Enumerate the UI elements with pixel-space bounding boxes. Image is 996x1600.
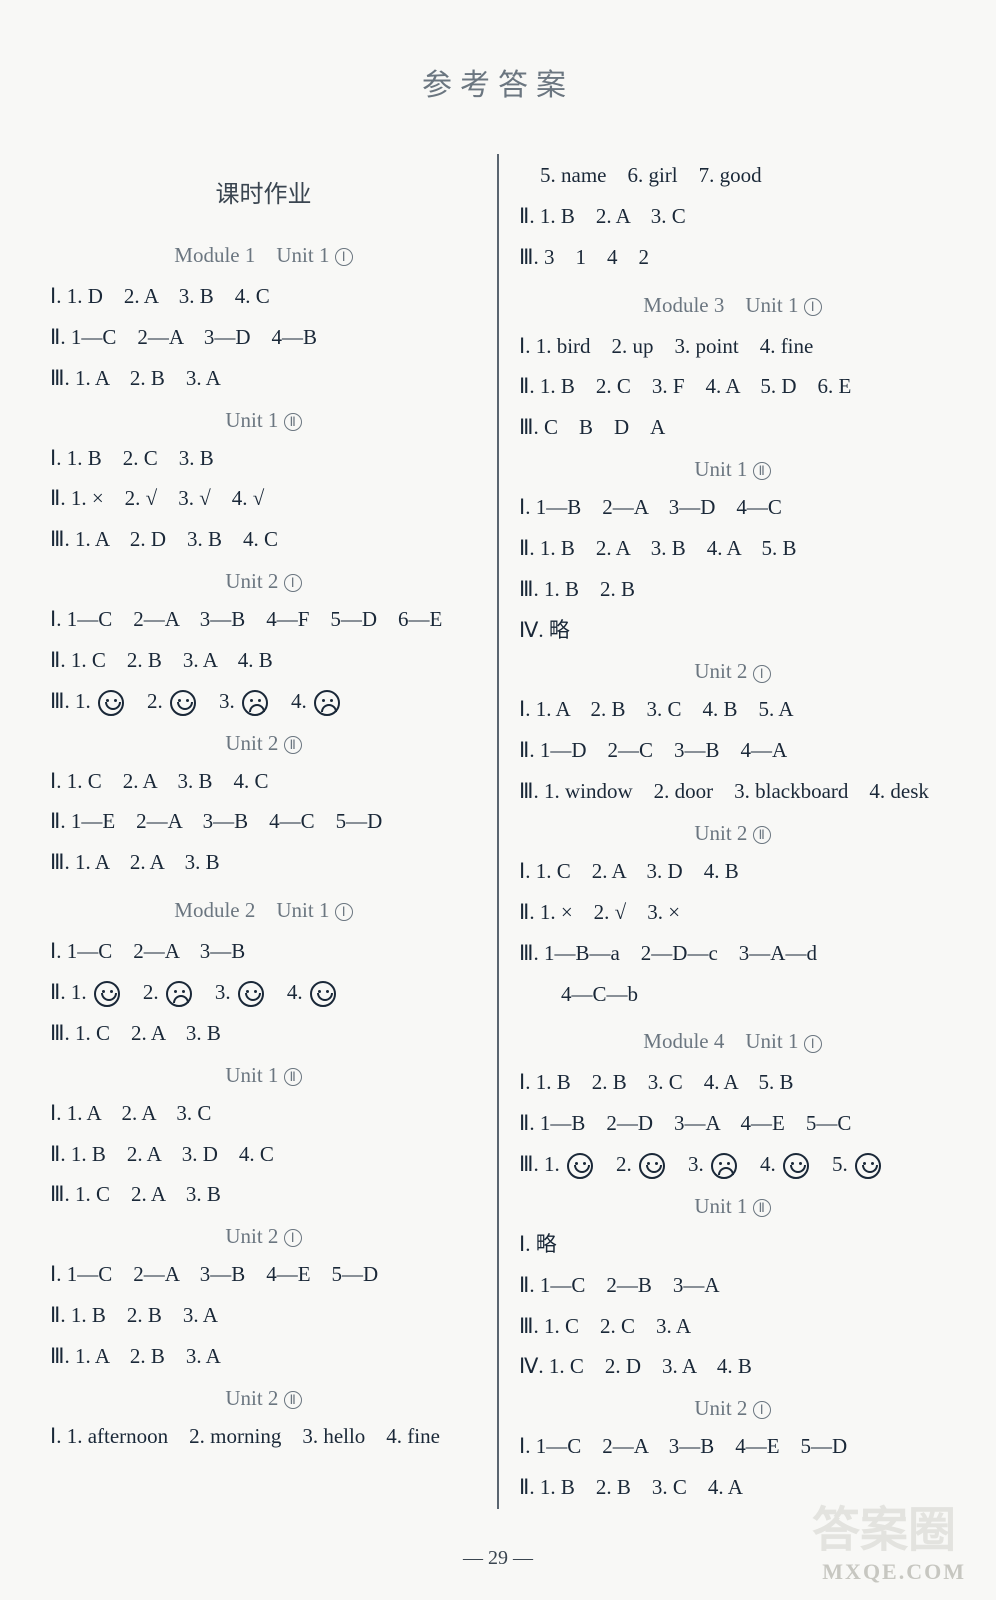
answer-line: Ⅰ. 1—C 2—A 3—B 4—E 5—D — [519, 1427, 946, 1466]
sad-face-icon — [166, 981, 192, 1007]
answer-line: Ⅰ. 1—B 2—A 3—D 4—C — [519, 488, 946, 527]
answer-line: Ⅰ. 1. B 2. B 3. C 4. A 5. B — [519, 1063, 946, 1102]
answer-line: Ⅲ. 1. window 2. door 3. blackboard 4. de… — [519, 772, 946, 811]
module-heading: Module 3 Unit 1 Ⅰ — [519, 289, 946, 319]
watermark-url: MXQE.COM — [822, 1559, 966, 1585]
answer-line: Ⅰ. 1—C 2—A 3—B — [50, 932, 477, 971]
answer-line: Ⅰ. 1. afternoon 2. morning 3. hello 4. f… — [50, 1417, 477, 1456]
smile-face-icon — [855, 1153, 881, 1179]
answer-line: Ⅲ. 1. C 2. C 3. A — [519, 1307, 946, 1346]
answer-line: Ⅲ. 1. A 2. B 3. A — [50, 1337, 477, 1376]
smile-face-icon — [238, 981, 264, 1007]
answer-line: Ⅰ. 1—C 2—A 3—B 4—F 5—D 6—E — [50, 600, 477, 639]
answer-line: Ⅰ. 1. D 2. A 3. B 4. C — [50, 277, 477, 316]
module-heading: Module 2 Unit 1 Ⅰ — [50, 894, 477, 924]
unit-heading: Unit 1 Ⅱ — [50, 1063, 477, 1088]
answer-line: Ⅱ. 1. B 2. B 3. C 4. A — [519, 1468, 946, 1507]
answer-line: Ⅱ. 1. B 2. A 3. C — [519, 197, 946, 236]
answer-line: Ⅲ. C B D A — [519, 408, 946, 447]
answer-line-faces: Ⅱ. 1. 2. 3. 4. — [50, 973, 477, 1012]
unit-heading: Unit 2 Ⅱ — [519, 821, 946, 846]
answer-line: Ⅱ. 1—D 2—C 3—B 4—A — [519, 731, 946, 770]
answer-line: Ⅲ. 1. C 2. A 3. B — [50, 1014, 477, 1053]
smile-face-icon — [783, 1153, 809, 1179]
section-heading: 课时作业 — [50, 174, 477, 209]
answer-line: Ⅱ. 1. B 2. A 3. D 4. C — [50, 1135, 477, 1174]
unit-heading: Unit 2 Ⅰ — [519, 659, 946, 684]
answer-line: Ⅰ. 1—C 2—A 3—B 4—E 5—D — [50, 1255, 477, 1294]
unit-heading: Unit 1 Ⅱ — [50, 408, 477, 433]
answer-line: Ⅲ. 1. A 2. A 3. B — [50, 843, 477, 882]
answer-line: Ⅳ. 略 — [519, 611, 946, 650]
answer-line-faces: Ⅲ. 1. 2. 3. 4. 5. — [519, 1145, 946, 1184]
answer-line: Ⅱ. 1—B 2—D 3—A 4—E 5—C — [519, 1104, 946, 1143]
unit-heading: Unit 2 Ⅱ — [50, 1386, 477, 1411]
answer-line: Ⅱ. 1—E 2—A 3—B 4—C 5—D — [50, 802, 477, 841]
unit-heading: Unit 1 Ⅱ — [519, 1194, 946, 1219]
answer-line: Ⅱ. 1. C 2. B 3. A 4. B — [50, 641, 477, 680]
unit-heading: Unit 2 Ⅰ — [50, 569, 477, 594]
answer-line: 5. name 6. girl 7. good — [519, 156, 946, 195]
answer-line: Ⅱ. 1. B 2. C 3. F 4. A 5. D 6. E — [519, 367, 946, 406]
module-heading: Module 4 Unit 1 Ⅰ — [519, 1025, 946, 1055]
smile-face-icon — [98, 690, 124, 716]
answer-line-faces: Ⅲ. 1. 2. 3. 4. — [50, 682, 477, 721]
answer-line: Ⅰ. 1. C 2. A 3. D 4. B — [519, 852, 946, 891]
answer-line: Ⅰ. 1. B 2. C 3. B — [50, 439, 477, 478]
answer-line: Ⅲ. 1. C 2. A 3. B — [50, 1175, 477, 1214]
unit-heading: Unit 2 Ⅱ — [50, 731, 477, 756]
unit-heading: Unit 2 Ⅰ — [519, 1396, 946, 1421]
answer-line: Ⅲ. 1. A 2. D 3. B 4. C — [50, 520, 477, 559]
sad-face-icon — [711, 1153, 737, 1179]
answer-line: Ⅰ. 略 — [519, 1225, 946, 1264]
page-number: — 29 — — [463, 1547, 533, 1570]
answer-line: 4—C—b — [519, 975, 946, 1014]
sad-face-icon — [242, 690, 268, 716]
answer-line: Ⅰ. 1. bird 2. up 3. point 4. fine — [519, 327, 946, 366]
smile-face-icon — [567, 1153, 593, 1179]
right-column: 5. name 6. girl 7. goodⅡ. 1. B 2. A 3. C… — [499, 154, 956, 1509]
smile-face-icon — [170, 690, 196, 716]
answer-line: Ⅲ. 1—B—a 2—D—c 3—A—d — [519, 934, 946, 973]
smile-face-icon — [94, 981, 120, 1007]
answer-line: Ⅱ. 1. × 2. √ 3. √ 4. √ — [50, 479, 477, 518]
left-column: 课时作业 Module 1 Unit 1 Ⅰ Ⅰ. 1. D 2. A 3. B … — [40, 154, 497, 1509]
answer-line: Ⅰ. 1. A 2. B 3. C 4. B 5. A — [519, 690, 946, 729]
answer-line: Ⅰ. 1. C 2. A 3. B 4. C — [50, 762, 477, 801]
answer-line: Ⅱ. 1. B 2. A 3. B 4. A 5. B — [519, 529, 946, 568]
sad-face-icon — [314, 690, 340, 716]
answer-line: Ⅱ. 1. × 2. √ 3. × — [519, 893, 946, 932]
answer-line: Ⅱ. 1. B 2. B 3. A — [50, 1296, 477, 1335]
answer-line: Ⅱ. 1—C 2—A 3—D 4—B — [50, 318, 477, 357]
content-columns: 课时作业 Module 1 Unit 1 Ⅰ Ⅰ. 1. D 2. A 3. B … — [40, 154, 956, 1509]
answer-line: Ⅱ. 1—C 2—B 3—A — [519, 1266, 946, 1305]
smile-face-icon — [310, 981, 336, 1007]
answer-line: Ⅲ. 1. A 2. B 3. A — [50, 359, 477, 398]
answer-line: Ⅳ. 1. C 2. D 3. A 4. B — [519, 1347, 946, 1386]
page-title: 参考答案 — [40, 60, 956, 104]
unit-heading: Unit 2 Ⅰ — [50, 1224, 477, 1249]
unit-heading: Unit 1 Ⅱ — [519, 457, 946, 482]
smile-face-icon — [639, 1153, 665, 1179]
module-heading: Module 1 Unit 1 Ⅰ — [50, 239, 477, 269]
answer-line: Ⅲ. 1. B 2. B — [519, 570, 946, 609]
answer-line: Ⅲ. 3 1 4 2 — [519, 238, 946, 277]
answer-line: Ⅰ. 1. A 2. A 3. C — [50, 1094, 477, 1133]
